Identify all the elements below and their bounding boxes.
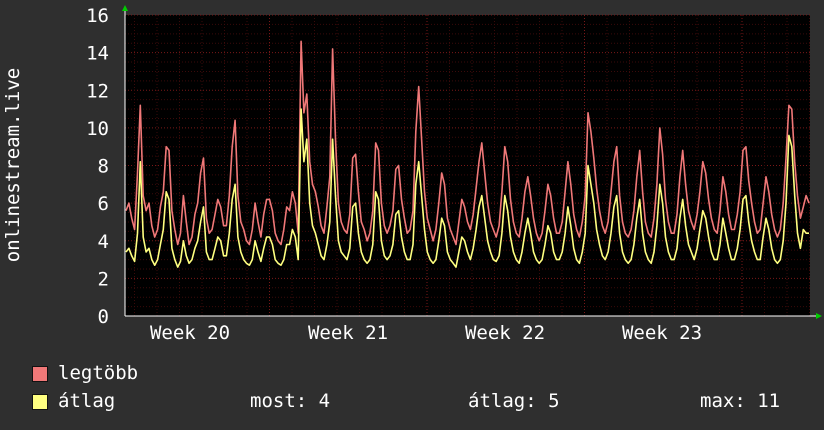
y-tick-label: 6 <box>98 193 109 215</box>
y-tick-label: 4 <box>98 231 109 253</box>
x-tick-label: Week 23 <box>622 322 702 344</box>
series-line-max <box>125 40 810 246</box>
y-tick-label: 10 <box>86 118 109 140</box>
y-tick-label: 12 <box>86 80 109 102</box>
line-chart: 0 2 4 6 8 10 12 14 16 Week 20 Week 21 Week 22 Week 2… <box>2 5 822 344</box>
legend: legtöbb átlag most: 4 átlag: 5 max: 11 <box>30 362 820 418</box>
stat-now: most: 4 <box>250 390 331 412</box>
y-tick-label: 16 <box>86 5 109 27</box>
legend-label-avg: átlag <box>58 390 116 412</box>
legend-row-avg: átlag most: 4 átlag: 5 max: 11 <box>30 390 820 418</box>
stat-avg: átlag: 5 <box>468 390 560 412</box>
x-axis-arrow <box>816 313 822 319</box>
y-tick-label: 0 <box>98 306 109 328</box>
y-axis-title: onlinestream.live <box>2 68 24 262</box>
y-tick-label: 8 <box>98 156 109 178</box>
avg-series-swatch <box>32 394 48 410</box>
y-tick-label: 14 <box>86 43 109 65</box>
y-tick-label: 2 <box>98 268 109 290</box>
x-tick-label: Week 20 <box>150 322 230 344</box>
x-tick-label: Week 22 <box>465 322 545 344</box>
legend-row-max: legtöbb <box>30 362 820 390</box>
max-series-swatch <box>32 366 48 382</box>
series-line-avg <box>125 108 809 268</box>
x-tick-label: Week 21 <box>308 322 388 344</box>
stat-max: max: 11 <box>700 390 781 412</box>
y-axis-arrow <box>122 5 128 11</box>
legend-label-max: legtöbb <box>58 362 139 384</box>
